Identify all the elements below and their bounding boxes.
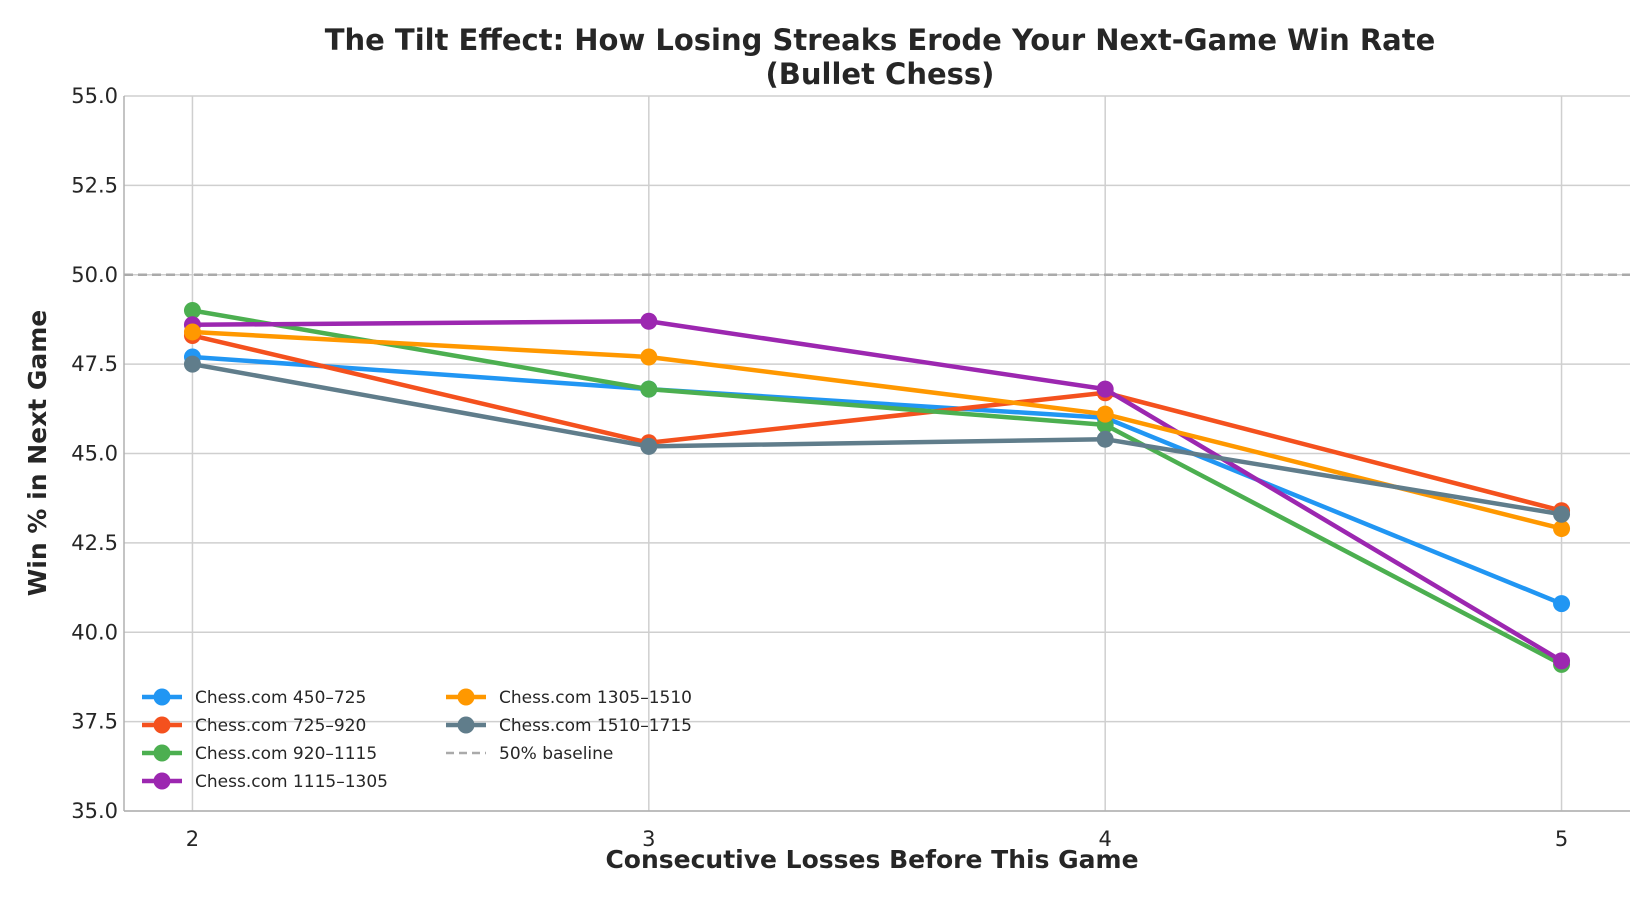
y-tick-label: 47.5 bbox=[71, 352, 118, 376]
data-point bbox=[640, 437, 658, 455]
y-tick-labels: 35.0 37.5 40.0 42.5 45.0 47.5 50.0 52.5 55.0 bbox=[71, 84, 118, 823]
data-point bbox=[640, 312, 658, 330]
legend-item: Chess.com 1510–1715 bbox=[446, 716, 692, 736]
legend-label: Chess.com 450–725 bbox=[195, 688, 366, 708]
series-layer bbox=[183, 302, 1571, 673]
legend-marker bbox=[153, 716, 171, 734]
series-line bbox=[190, 361, 1564, 517]
y-tick-label: 52.5 bbox=[71, 173, 118, 197]
legend-item: Chess.com 450–725 bbox=[142, 688, 366, 708]
data-point bbox=[640, 380, 658, 398]
x-tick-label: 3 bbox=[642, 827, 655, 851]
legend-item: Chess.com 725–920 bbox=[142, 716, 366, 736]
legend-item: Chess.com 1115–1305 bbox=[142, 772, 388, 792]
series-5 bbox=[183, 323, 1571, 538]
legend-marker bbox=[457, 716, 475, 734]
series-line bbox=[190, 354, 1564, 606]
legend-marker bbox=[153, 688, 171, 706]
y-tick-label: 37.5 bbox=[71, 710, 118, 734]
data-point bbox=[640, 348, 658, 366]
data-point bbox=[1096, 430, 1114, 448]
data-point bbox=[1553, 595, 1571, 613]
data-point bbox=[183, 323, 201, 341]
legend-marker bbox=[153, 744, 171, 762]
y-tick-label: 50.0 bbox=[71, 263, 118, 287]
data-point bbox=[1553, 505, 1571, 523]
data-point bbox=[1553, 520, 1571, 538]
series-line bbox=[190, 318, 1564, 664]
legend-label: Chess.com 920–1115 bbox=[195, 744, 377, 764]
y-tick-label: 35.0 bbox=[71, 799, 118, 823]
grid-lines bbox=[124, 95, 1630, 812]
data-point bbox=[183, 355, 201, 373]
series-line bbox=[190, 308, 1564, 667]
chart-subtitle: (Bullet Chess) bbox=[766, 57, 995, 91]
x-tick-labels: 2 3 4 5 bbox=[186, 827, 1568, 851]
chart-title: The Tilt Effect: How Losing Streaks Erod… bbox=[325, 23, 1436, 57]
series-line bbox=[190, 333, 1564, 513]
x-tick-label: 5 bbox=[1555, 827, 1568, 851]
legend-marker bbox=[153, 772, 171, 790]
x-axis-label: Consecutive Losses Before This Game bbox=[605, 845, 1138, 874]
legend-item: Chess.com 1305–1510 bbox=[446, 688, 692, 708]
legend-label: Chess.com 725–920 bbox=[195, 716, 366, 736]
legend-marker bbox=[457, 688, 475, 706]
y-axis-label: Win % in Next Game bbox=[23, 310, 52, 597]
legend-label: Chess.com 1115–1305 bbox=[195, 772, 388, 792]
data-point bbox=[1096, 380, 1114, 398]
legend-item: 50% baseline bbox=[446, 744, 613, 764]
series-3 bbox=[183, 302, 1571, 673]
legend-label: 50% baseline bbox=[499, 744, 613, 764]
series-4 bbox=[183, 312, 1571, 670]
y-tick-label: 40.0 bbox=[71, 620, 118, 644]
series-6 bbox=[183, 355, 1571, 523]
x-tick-label: 2 bbox=[186, 827, 199, 851]
legend-label: Chess.com 1510–1715 bbox=[499, 716, 692, 736]
data-point bbox=[1553, 652, 1571, 670]
legend-label: Chess.com 1305–1510 bbox=[499, 688, 692, 708]
legend-item: Chess.com 920–1115 bbox=[142, 744, 377, 764]
data-point bbox=[1096, 405, 1114, 423]
legend: Chess.com 450–725 Chess.com 725–920 Chess.… bbox=[142, 688, 692, 792]
y-tick-label: 45.0 bbox=[71, 442, 118, 466]
y-tick-label: 42.5 bbox=[71, 531, 118, 555]
axis-spines bbox=[123, 96, 1630, 812]
y-tick-label: 55.0 bbox=[71, 84, 118, 108]
data-point bbox=[183, 302, 201, 319]
x-tick-label: 4 bbox=[1098, 827, 1111, 851]
series-line bbox=[190, 329, 1564, 531]
